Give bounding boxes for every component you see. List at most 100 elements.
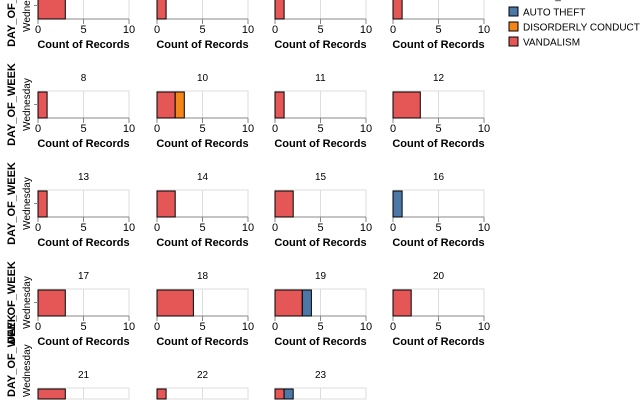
- bar-auto-theft: [301, 289, 312, 317]
- x-tick-label: 10: [123, 24, 135, 36]
- bar-vandalism: [156, 91, 176, 119]
- x-tick-label: 0: [35, 123, 41, 135]
- x-tick-label: 5: [435, 222, 441, 234]
- bar-vandalism: [274, 0, 285, 20]
- bar-vandalism: [156, 0, 167, 20]
- x-tick-label: 0: [154, 321, 160, 333]
- x-tick-label: 5: [199, 222, 205, 234]
- bar-vandalism: [274, 91, 285, 119]
- facet-title: 19: [315, 271, 327, 282]
- facet-title: 21: [78, 370, 90, 381]
- legend-swatch: [508, 36, 519, 47]
- bar-auto-theft: [283, 388, 294, 400]
- x-tick-label: 5: [80, 321, 86, 333]
- legend-label: VANDALISM: [523, 38, 580, 49]
- y-tick-label: Wednesday: [22, 177, 33, 230]
- bar-vandalism: [274, 190, 294, 218]
- x-tick-label: 10: [360, 321, 372, 333]
- x-tick-label: 10: [478, 321, 490, 333]
- x-axis-title: Count of Records: [392, 138, 484, 150]
- x-axis-title: Count of Records: [156, 237, 248, 249]
- x-tick-label: 0: [390, 123, 396, 135]
- x-tick-label: 10: [242, 123, 254, 135]
- x-tick-label: 10: [242, 222, 254, 234]
- x-tick-label: 0: [35, 321, 41, 333]
- legend-swatch: [508, 6, 519, 17]
- x-tick-label: 5: [80, 123, 86, 135]
- bar-disorderly-conduct: [174, 91, 185, 119]
- x-tick-label: 10: [242, 24, 254, 36]
- x-tick-label: 0: [154, 123, 160, 135]
- y-tick-label: Wednesday: [22, 0, 33, 32]
- x-tick-label: 5: [435, 321, 441, 333]
- facet-title: 23: [315, 370, 327, 381]
- bar-vandalism: [274, 388, 285, 400]
- bar-vandalism: [37, 190, 48, 218]
- facet-title: 8: [81, 73, 87, 84]
- x-tick-label: 5: [317, 123, 323, 135]
- facet-title: 10: [197, 73, 209, 84]
- x-tick-label: 5: [199, 123, 205, 135]
- x-tick-label: 10: [360, 123, 372, 135]
- x-tick-label: 0: [390, 321, 396, 333]
- legend-label: DISORDERLY CONDUCT: [523, 23, 640, 34]
- x-tick-label: 0: [272, 24, 278, 36]
- x-tick-label: 5: [317, 321, 323, 333]
- x-tick-label: 10: [360, 24, 372, 36]
- x-axis-title: Count of Records: [392, 336, 484, 348]
- x-tick-label: 0: [35, 24, 41, 36]
- x-axis-title: Count of Records: [37, 138, 129, 150]
- x-tick-label: 0: [390, 222, 396, 234]
- x-axis-title: Count of Records: [37, 39, 129, 51]
- x-tick-label: 0: [272, 222, 278, 234]
- x-axis-title: Count of Records: [156, 138, 248, 150]
- x-axis-title: Count of Records: [156, 39, 248, 51]
- bar-vandalism: [274, 289, 303, 317]
- x-tick-label: 10: [123, 123, 135, 135]
- x-tick-label: 0: [35, 222, 41, 234]
- x-axis-title: Count of Records: [274, 237, 366, 249]
- legend-title: OFFENSE_DESCRIPTION: [508, 0, 629, 2]
- bar-vandalism: [37, 91, 48, 119]
- x-tick-label: 0: [390, 24, 396, 36]
- bar-vandalism: [156, 289, 194, 317]
- x-tick-label: 0: [154, 222, 160, 234]
- x-axis-title: Count of Records: [37, 336, 129, 348]
- bar-auto-theft: [392, 190, 403, 218]
- bar-vandalism: [392, 289, 412, 317]
- facet-title: 12: [433, 73, 445, 84]
- x-tick-label: 5: [435, 123, 441, 135]
- x-tick-label: 5: [80, 222, 86, 234]
- y-axis-title: DAY_OF_WEEK: [6, 63, 18, 146]
- facet-title: 17: [78, 271, 90, 282]
- bar-vandalism: [37, 289, 66, 317]
- bar-vandalism: [37, 0, 66, 20]
- facet-title: 20: [433, 271, 445, 282]
- x-tick-label: 0: [154, 24, 160, 36]
- y-tick-label: Wednesday: [22, 276, 33, 329]
- x-axis-title: Count of Records: [274, 39, 366, 51]
- facet-title: 22: [197, 370, 209, 381]
- y-axis-title: DAY_OF_WEEK: [6, 314, 18, 397]
- bar-vandalism: [156, 388, 167, 400]
- y-axis-title: DAY_OF_WEEK: [6, 162, 18, 245]
- x-tick-label: 5: [435, 24, 441, 36]
- facet-title: 13: [78, 172, 90, 183]
- y-tick-label: Wednesday: [22, 344, 33, 397]
- bar-vandalism: [156, 190, 176, 218]
- x-axis-title: Count of Records: [392, 237, 484, 249]
- x-axis-title: Count of Records: [274, 336, 366, 348]
- x-axis-title: Count of Records: [156, 336, 248, 348]
- x-tick-label: 10: [478, 123, 490, 135]
- x-tick-label: 5: [317, 222, 323, 234]
- y-tick-label: Wednesday: [22, 78, 33, 131]
- x-axis-title: Count of Records: [392, 39, 484, 51]
- facet-title: 15: [315, 172, 327, 183]
- facet-title: 14: [197, 172, 209, 183]
- bar-vandalism: [392, 0, 403, 20]
- x-tick-label: 10: [123, 321, 135, 333]
- x-tick-label: 10: [478, 222, 490, 234]
- x-tick-label: 5: [317, 24, 323, 36]
- x-tick-label: 10: [478, 24, 490, 36]
- legend-swatch: [508, 21, 519, 32]
